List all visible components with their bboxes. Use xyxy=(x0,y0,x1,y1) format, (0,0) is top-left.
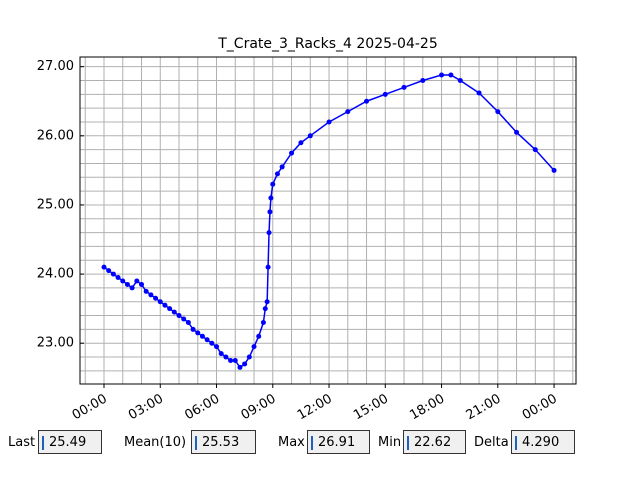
data-point xyxy=(139,281,145,287)
x-tick-label: 12:00 xyxy=(295,392,335,424)
chart: T_Crate_3_Racks_4 2025-04-25 23.00 24.00 2… xyxy=(37,36,577,424)
data-point xyxy=(514,129,520,135)
status-label: Last xyxy=(8,435,36,450)
y-tick-label: 24.00 xyxy=(37,267,74,282)
data-point xyxy=(237,364,243,370)
data-point xyxy=(143,288,149,294)
data-point xyxy=(260,319,266,325)
data-point xyxy=(266,230,272,236)
x-tick-label: 00:00 xyxy=(520,392,560,424)
data-point xyxy=(106,268,112,274)
data-point xyxy=(262,306,268,312)
data-point xyxy=(115,275,121,281)
data-point xyxy=(345,109,351,115)
y-tick-label: 25.00 xyxy=(37,197,74,212)
data-point xyxy=(551,167,557,173)
data-point xyxy=(167,306,173,312)
data-point xyxy=(307,133,313,139)
y-tick-label: 26.00 xyxy=(37,128,74,143)
data-point xyxy=(439,72,445,78)
x-tick-label: 15:00 xyxy=(351,392,391,424)
status-value: 4.290 xyxy=(511,430,575,454)
data-point xyxy=(457,78,463,84)
data-point xyxy=(268,195,274,201)
status-bar: Last 25.49 Mean(10) 25.53 Max 26.91 Min 22.62 De… xyxy=(0,430,640,458)
data-point xyxy=(190,326,196,332)
data-point xyxy=(101,264,107,270)
data-point xyxy=(223,354,229,360)
status-label: Mean(10) xyxy=(124,435,187,450)
data-point xyxy=(209,340,215,346)
data-point xyxy=(195,330,201,336)
status-label: Min xyxy=(378,435,402,450)
data-point xyxy=(185,319,191,325)
data-point xyxy=(134,278,140,284)
data-point xyxy=(265,264,271,270)
data-point xyxy=(214,344,220,350)
data-point xyxy=(267,209,273,215)
status-label: Max xyxy=(278,435,305,450)
data-point xyxy=(204,337,210,343)
data-point xyxy=(242,361,248,367)
data-point xyxy=(289,150,295,156)
data-point xyxy=(251,344,257,350)
data-point xyxy=(401,84,407,90)
data-point xyxy=(153,295,159,301)
data-point xyxy=(279,164,285,170)
data-point xyxy=(532,147,538,153)
data-point xyxy=(382,91,388,97)
y-tick-label: 23.00 xyxy=(37,336,74,351)
data-point xyxy=(124,281,130,287)
data-point xyxy=(181,316,187,322)
data-point xyxy=(364,98,370,104)
data-point xyxy=(120,278,126,284)
plot-frame xyxy=(79,56,577,385)
data-point xyxy=(171,309,177,315)
data-point xyxy=(157,299,163,305)
data-point xyxy=(176,313,182,319)
data-point xyxy=(495,109,501,115)
data-point xyxy=(476,90,482,96)
data-point xyxy=(264,299,270,305)
data-point xyxy=(420,78,426,84)
data-point xyxy=(326,119,332,125)
data-point xyxy=(110,271,116,277)
x-tick-label: 06:00 xyxy=(182,392,222,424)
data-point xyxy=(232,357,238,363)
data-point xyxy=(448,72,454,78)
x-tick-label: 03:00 xyxy=(126,392,166,424)
status-value: 26.91 xyxy=(307,430,370,454)
x-tick-label: 18:00 xyxy=(407,392,447,424)
status-label: Delta xyxy=(474,435,509,450)
y-tick-label: 27.00 xyxy=(37,59,74,74)
chart-title: T_Crate_3_Racks_4 2025-04-25 xyxy=(217,36,438,52)
data-point xyxy=(274,171,280,177)
status-value: 25.53 xyxy=(191,430,256,454)
data-point xyxy=(148,292,154,298)
data-point xyxy=(129,285,135,291)
x-tick-label: 21:00 xyxy=(464,392,504,424)
data-point xyxy=(162,302,168,308)
data-point xyxy=(199,333,205,339)
data-point xyxy=(246,354,252,360)
data-point xyxy=(270,181,276,187)
status-value: 22.62 xyxy=(403,430,466,454)
x-tick-label: 09:00 xyxy=(239,392,279,424)
data-point xyxy=(256,333,262,339)
data-point xyxy=(298,140,304,146)
status-value: 25.49 xyxy=(38,430,102,454)
data-point xyxy=(218,351,224,357)
x-tick-label: 00:00 xyxy=(70,392,110,424)
data-point xyxy=(228,357,234,363)
